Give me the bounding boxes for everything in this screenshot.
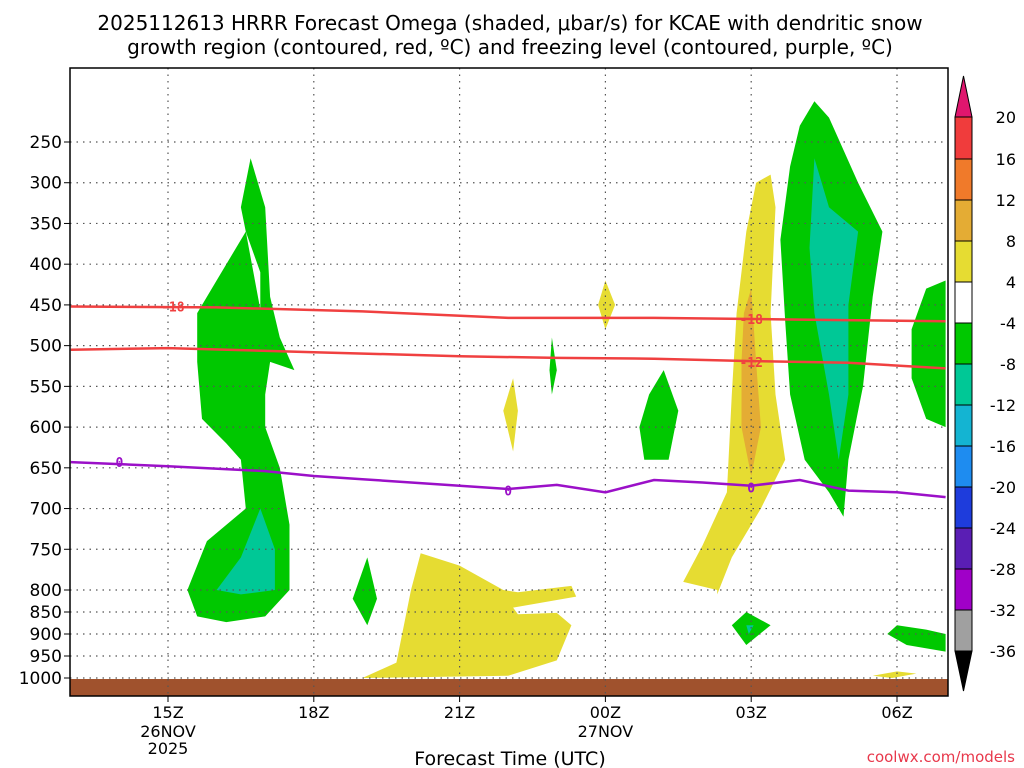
colorbar-top-arrow [954, 75, 973, 118]
colorbar-swatch [954, 486, 973, 529]
contour-label: -12 [739, 356, 762, 371]
colorbar-swatch [954, 609, 973, 652]
colorbar-swatch [954, 116, 973, 160]
colorbar-swatch [954, 281, 973, 324]
colorbar-tick-label: -28 [990, 560, 1016, 579]
surface-terrain-fill [70, 679, 948, 696]
colorbar-tick-label: -32 [990, 601, 1016, 620]
omega-region-15 [887, 625, 946, 652]
x-axis-label: Forecast Time (UTC) [414, 748, 605, 768]
colorbar-swatch [954, 445, 973, 488]
colorbar-tick-label: -12 [990, 396, 1016, 415]
omega-region-2 [362, 553, 577, 678]
omega-region-11 [809, 158, 859, 460]
y-tick-label: 350 [30, 214, 62, 234]
y-tick-label: 400 [30, 255, 62, 275]
colorbar-swatch [954, 158, 973, 201]
plot-frame [69, 67, 949, 697]
colorbar-swatch [954, 527, 973, 570]
omega-region-6 [352, 557, 377, 626]
x-tick-label: 00Z [590, 703, 621, 722]
y-tick-label: 500 [30, 337, 62, 357]
omega-region-3 [503, 378, 518, 452]
colorbar: 20 16 12 8 4 -4 -8 -12 -16 -20 -24 -28 -32 -36 [954, 75, 1016, 692]
omega-region-16 [872, 671, 917, 678]
y-tick-label: 700 [30, 500, 62, 520]
omega-region-0 [187, 158, 295, 623]
colorbar-tick-label: -24 [990, 519, 1016, 538]
omega-region-14 [911, 280, 946, 428]
omega-region-9 [741, 288, 761, 476]
y-tick-label: 550 [30, 377, 62, 397]
contour-label: -18 [739, 313, 763, 328]
x-tick-date: 27NOV [578, 722, 634, 741]
y-tick-label: 900 [30, 625, 62, 645]
omega-region-8 [683, 174, 786, 595]
colorbar-tick-label: -8 [1000, 355, 1016, 374]
y-tick-label: 1000 [19, 669, 62, 689]
y-tick-label: 250 [30, 133, 62, 153]
colorbar-swatch [954, 568, 973, 611]
y-tick-label: 750 [30, 540, 62, 560]
contour-layer: -18 -18 -12 0 0 0 [70, 301, 946, 500]
y-tick-label: 450 [30, 296, 62, 316]
colorbar-tick-label: -20 [990, 478, 1016, 497]
omega-region-1 [216, 508, 275, 595]
x-tick-label: 15Z [152, 703, 183, 722]
x-tick-label: 03Z [736, 703, 767, 722]
chart-title-line2: growth region (contoured, red, ºC) and f… [127, 35, 893, 59]
colorbar-tick-label: 4 [1006, 273, 1016, 292]
y-tick-label: 850 [30, 603, 62, 623]
colorbar-swatch [954, 404, 973, 447]
grid-lines [70, 68, 948, 696]
contour-line-1 [70, 346, 946, 370]
contour-line-2 [70, 460, 946, 499]
contour-label: 0 [115, 456, 123, 471]
omega-region-7 [639, 370, 679, 460]
colorbar-tick-label: -36 [990, 642, 1016, 661]
x-tick-year: 2025 [148, 739, 189, 758]
y-axis: 2503003504004505005506006507007508008509… [19, 133, 70, 689]
y-tick-label: 650 [30, 459, 62, 479]
y-tick-label: 300 [30, 174, 62, 194]
credit-link[interactable]: coolwx.com/models [867, 748, 1015, 766]
contour-label: 0 [504, 485, 512, 500]
colorbar-swatch [954, 199, 973, 242]
y-tick-label: 950 [30, 647, 62, 667]
colorbar-tick-label: -4 [1000, 314, 1016, 333]
colorbar-swatch [954, 363, 973, 406]
plot-area [70, 68, 948, 696]
x-tick-label: 21Z [444, 703, 475, 722]
colorbar-tick-label: 12 [996, 191, 1016, 210]
y-tick-label: 600 [30, 418, 62, 438]
omega-region-5 [549, 337, 557, 395]
colorbar-bottom-arrow [954, 650, 973, 692]
colorbar-tick-label: 20 [996, 108, 1016, 127]
colorbar-tick-label: 16 [996, 150, 1016, 169]
chart-title-line1: 2025112613 HRRR Forecast Omega (shaded, … [97, 11, 922, 35]
x-tick-label: 18Z [298, 703, 329, 722]
colorbar-tick-label: 8 [1006, 232, 1016, 251]
contour-line-0 [70, 305, 946, 323]
x-tick-label: 06Z [881, 703, 912, 722]
x-tick-date: 26NOV [140, 722, 196, 741]
colorbar-swatch [954, 322, 973, 365]
y-tick-label: 800 [30, 581, 62, 601]
contour-label: -18 [161, 301, 185, 316]
colorbar-swatch [954, 240, 973, 283]
contour-label: 0 [747, 481, 755, 496]
colorbar-tick-label: -16 [990, 437, 1016, 456]
